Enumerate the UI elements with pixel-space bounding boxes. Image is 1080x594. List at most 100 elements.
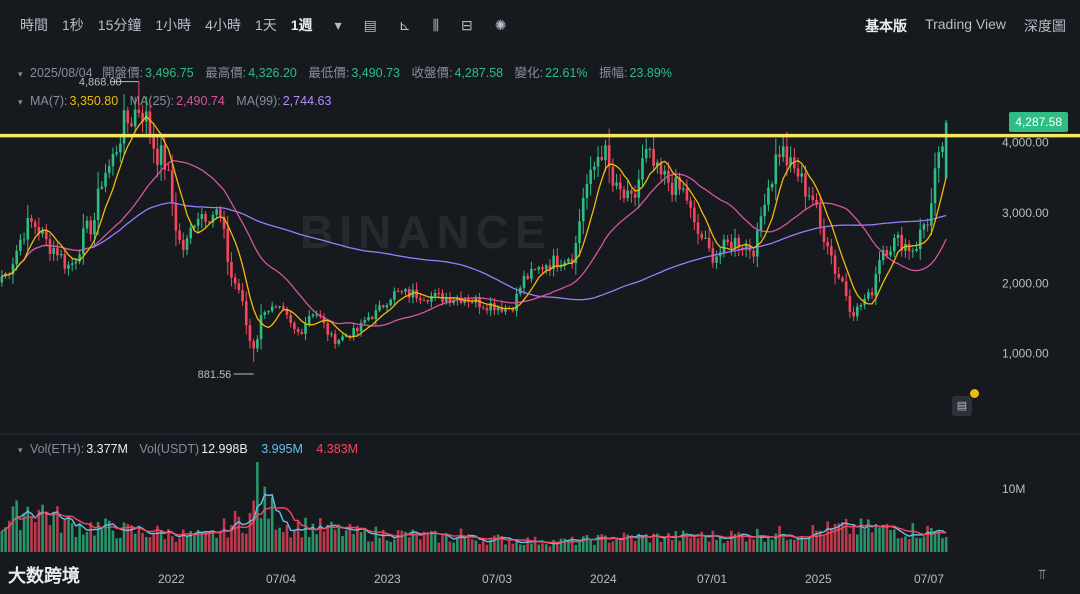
candle-body [267, 311, 270, 313]
candle-body [767, 187, 770, 205]
interval-time[interactable]: 時間 [20, 17, 48, 33]
volume-bar [930, 527, 933, 552]
candle-body [652, 148, 655, 167]
volume-bar [496, 534, 500, 552]
candle-body [196, 218, 200, 226]
interval-1w[interactable]: 1週 [290, 17, 313, 33]
volume-bar [137, 526, 141, 552]
volume-bar [915, 537, 918, 552]
volume-bar [100, 527, 104, 552]
volume-bar [859, 518, 863, 552]
volume-bar [341, 536, 344, 552]
volume-bar [693, 535, 696, 552]
volume-bar [22, 513, 26, 552]
interval-1s[interactable]: 1秒 [62, 17, 84, 33]
volume-bar [330, 521, 333, 552]
view-depth[interactable]: 深度圖 [1024, 18, 1066, 34]
low-label: 最低價: [308, 66, 350, 80]
candle-body [185, 238, 189, 250]
view-tradingview[interactable]: Trading View [925, 16, 1006, 32]
volume-bar [585, 535, 589, 552]
candle-body [715, 256, 718, 263]
chevron-down-icon[interactable]: ▾ [334, 16, 342, 33]
candle-body [352, 328, 355, 337]
interval-15m[interactable]: 15分鐘 [97, 17, 142, 33]
volume-bar [167, 529, 170, 552]
volume-bar [685, 532, 689, 552]
candle-body [215, 209, 218, 215]
volume-bar [122, 522, 126, 552]
volume-bar [211, 530, 215, 552]
volume-bar [300, 537, 304, 552]
volume-bar [256, 462, 259, 552]
caret-icon[interactable]: ▾ [18, 97, 23, 107]
candle-body [733, 237, 737, 249]
ma99-label: MA(99): [236, 94, 281, 108]
volume-bar [630, 535, 633, 552]
candle-body [4, 273, 7, 277]
candle-body [937, 152, 941, 169]
volume-bar [344, 530, 348, 552]
gear-icon[interactable]: ✺ [494, 16, 507, 33]
caret-icon[interactable]: ▾ [18, 445, 23, 455]
candle-body [400, 291, 404, 293]
volume-bar [667, 532, 670, 552]
volume-bar [315, 534, 318, 552]
caret-icon[interactable]: ▾ [18, 69, 23, 79]
candle-body [789, 157, 792, 166]
candle-body [448, 297, 452, 304]
candle-body [759, 216, 763, 231]
interval-1d[interactable]: 1天 [254, 17, 277, 33]
axis-settings-icon[interactable]: ⫪ [1038, 566, 1046, 582]
volume-bar [226, 537, 230, 552]
volume-bar [533, 536, 537, 552]
candle-body [48, 239, 52, 255]
layout-icon[interactable]: ⊟ [461, 16, 473, 33]
y-tick-label: 4,000.00 [1002, 136, 1049, 150]
volume-bar [474, 540, 478, 552]
vol-ma-long-line [1, 506, 947, 544]
candle-body [596, 156, 600, 167]
chart-style-icon[interactable]: ⫼ [432, 16, 440, 33]
volume-bar [556, 543, 559, 552]
indicator-icon[interactable]: ⊾ [398, 16, 411, 33]
candle-body [159, 145, 163, 165]
candle-body [659, 162, 663, 175]
candle-body [918, 229, 922, 249]
volume-bar [19, 530, 22, 552]
candle-body [881, 250, 885, 261]
volume-bar [907, 539, 911, 552]
document-icon[interactable]: ▤ [952, 396, 972, 416]
candle-body [889, 251, 892, 256]
candle-body [941, 146, 944, 153]
volume-bar [396, 530, 400, 552]
candle-body [441, 293, 444, 302]
candle-body [844, 281, 848, 297]
vol-eth-label: Vol(ETH): [30, 442, 85, 456]
candle-body [904, 243, 907, 251]
volume-bar [304, 517, 307, 552]
interval-1h[interactable]: 1小時 [155, 17, 192, 33]
candle-body [437, 292, 441, 294]
volume-bar [715, 539, 718, 552]
candle-body [396, 291, 400, 293]
close-label: 收盤價: [411, 66, 453, 80]
candle-body [96, 188, 100, 220]
volume-bar [267, 518, 270, 552]
volume-bar [219, 530, 222, 552]
candle-body [533, 268, 537, 270]
volume-bar [404, 531, 407, 552]
volume-bar [607, 542, 611, 552]
volume-bar [878, 527, 881, 552]
interval-4h[interactable]: 4小時 [205, 17, 241, 33]
volume-bar [726, 540, 729, 552]
candle-body [907, 243, 911, 252]
volume-bar [789, 539, 792, 552]
candlestick-type-icon[interactable]: ▤ [363, 16, 377, 33]
view-basic[interactable]: 基本版 [865, 18, 908, 34]
candle-body [693, 207, 696, 223]
volume-bar [818, 530, 822, 552]
volume-bar [833, 523, 837, 552]
candle-body [22, 239, 26, 241]
